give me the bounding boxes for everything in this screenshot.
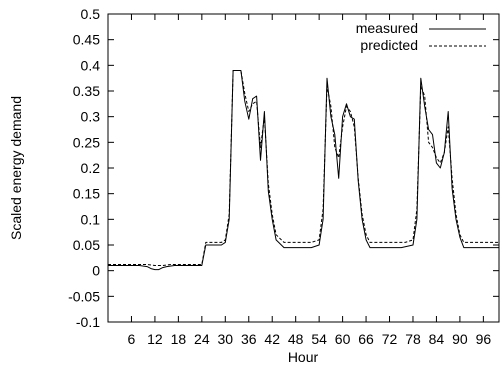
series-line-measured xyxy=(108,70,499,271)
legend: measured predicted xyxy=(356,20,486,53)
x-tick-label: 30 xyxy=(218,331,234,347)
x-axis-label: Hour xyxy=(288,349,319,365)
x-tick-label: 72 xyxy=(382,331,398,347)
y-tick-label: 0.15 xyxy=(73,186,100,202)
y-tick-label: 0.3 xyxy=(81,109,101,125)
x-tick-label: 90 xyxy=(452,331,468,347)
tick-marks xyxy=(108,13,499,323)
y-tick-label: 0.2 xyxy=(81,160,101,176)
series-line-predicted xyxy=(108,70,499,266)
x-tick-label: 6 xyxy=(128,331,136,347)
x-tick-label: 66 xyxy=(358,331,374,347)
x-tick-label: 42 xyxy=(264,331,280,347)
y-tick-label: 0.4 xyxy=(81,57,101,73)
y-tick-label: 0 xyxy=(92,263,100,279)
y-tick-label: 0.35 xyxy=(73,83,100,99)
x-tick-label: 24 xyxy=(194,331,210,347)
y-tick-label: 0.5 xyxy=(81,6,101,22)
y-tick-label: 0.45 xyxy=(73,32,100,48)
x-tick-label: 54 xyxy=(311,331,327,347)
legend-label-measured: measured xyxy=(356,20,418,36)
x-tick-label: 36 xyxy=(241,331,257,347)
y-tick-label: 0.1 xyxy=(81,211,101,227)
x-tick-label: 78 xyxy=(405,331,421,347)
y-tick-label: 0.25 xyxy=(73,134,100,150)
x-tick-label: 84 xyxy=(429,331,445,347)
x-tick-label: 12 xyxy=(147,331,163,347)
y-tick-labels: -0.1 -0.05 0 0.05 0.1 0.15 0.2 0.25 0.3 0.35 0.4 0.… xyxy=(68,6,100,330)
series-lines xyxy=(108,70,499,271)
y-tick-label: -0.05 xyxy=(68,288,100,304)
x-tick-label: 18 xyxy=(171,331,187,347)
x-tick-label: 48 xyxy=(288,331,304,347)
x-tick-labels: 6 12 18 24 30 36 42 48 54 60 66 72 78 84 90 96 xyxy=(128,331,492,347)
y-tick-label: 0.05 xyxy=(73,237,100,253)
x-tick-label: 96 xyxy=(476,331,492,347)
y-axis-label: Scaled energy demand xyxy=(8,96,24,240)
y-tick-label: -0.1 xyxy=(76,314,100,330)
legend-label-predicted: predicted xyxy=(360,37,418,53)
x-tick-label: 60 xyxy=(335,331,351,347)
